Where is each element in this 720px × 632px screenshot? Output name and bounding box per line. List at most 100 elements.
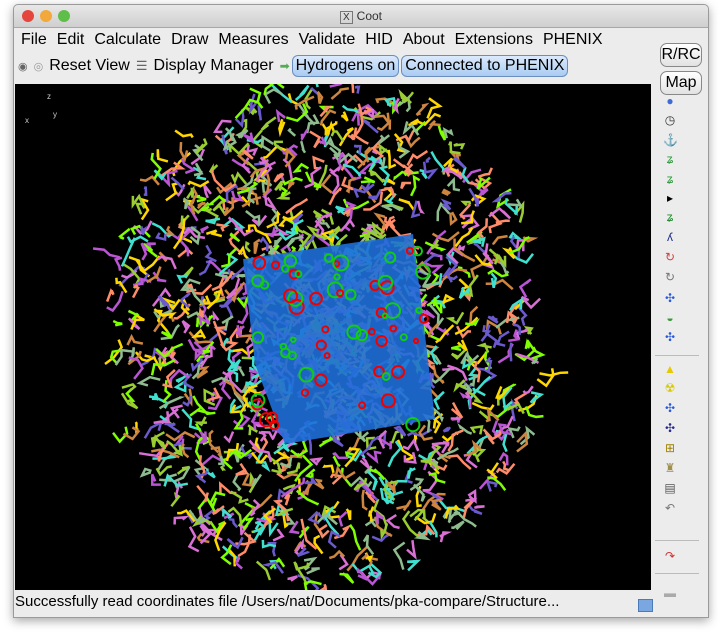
map-button[interactable]: Map xyxy=(660,71,702,95)
bond xyxy=(335,205,349,216)
menu-calculate[interactable]: Calculate xyxy=(94,31,162,48)
torsion-icon[interactable]: ✣ xyxy=(664,330,676,344)
undo-icon[interactable]: ▤ xyxy=(664,481,676,495)
menu-edit[interactable]: Edit xyxy=(56,31,85,48)
bond xyxy=(213,325,227,336)
bond xyxy=(514,328,529,340)
menu-validate[interactable]: Validate xyxy=(298,31,356,48)
menu-phenix[interactable]: PHENIX xyxy=(542,31,603,48)
density-contour xyxy=(251,331,265,344)
real-space-refine-zone-icon[interactable]: ʑ xyxy=(666,152,674,166)
bond xyxy=(446,176,461,192)
density-contour xyxy=(418,313,429,324)
add-alt-conf-icon[interactable]: ✣ xyxy=(664,401,676,415)
menu-file[interactable]: File xyxy=(21,31,47,48)
bond xyxy=(260,174,273,193)
bond xyxy=(122,426,141,441)
bond xyxy=(495,386,510,400)
bond xyxy=(255,560,272,581)
bond xyxy=(251,214,268,227)
bond xyxy=(330,87,350,100)
mutate-icon[interactable]: ʎ xyxy=(667,230,673,244)
bond xyxy=(188,509,206,524)
bond xyxy=(245,144,259,156)
bond xyxy=(522,385,534,395)
bond xyxy=(237,303,249,325)
rigid-body-fit-icon[interactable]: ⚓ xyxy=(663,133,678,147)
toolbar-handle-icon[interactable]: ◉ xyxy=(18,60,28,73)
add-terminal-icon[interactable]: ▲ xyxy=(664,362,676,376)
bond xyxy=(222,369,243,394)
bond xyxy=(160,161,186,178)
bond xyxy=(363,191,384,211)
bond xyxy=(401,510,420,538)
bond xyxy=(342,163,362,177)
bond xyxy=(453,238,476,263)
menu-measures[interactable]: Measures xyxy=(218,31,289,48)
bond xyxy=(305,114,321,134)
bond xyxy=(235,531,257,546)
redo-icon[interactable]: ↶ xyxy=(664,501,676,515)
play-icon[interactable]: ▬ xyxy=(664,586,676,600)
density-contour xyxy=(381,312,389,320)
toolbar-handle-icon-2[interactable]: ◎ xyxy=(33,60,44,73)
rotamer-icon[interactable]: ʑ xyxy=(666,210,674,224)
edit-chi-icon[interactable]: ↻ xyxy=(664,270,676,284)
menu-extensions[interactable]: Extensions xyxy=(454,31,533,48)
density-contour xyxy=(415,264,431,280)
bond xyxy=(227,216,243,232)
baton-icon[interactable]: ⊞ xyxy=(664,441,676,455)
bond xyxy=(365,436,377,451)
display-manager-button[interactable]: Display Manager xyxy=(153,57,274,74)
reset-view-button[interactable]: Reset View xyxy=(49,57,130,74)
density-contour xyxy=(344,288,357,301)
refine-sphere-icon[interactable]: ● xyxy=(666,94,674,108)
add-atom-icon[interactable]: ☢ xyxy=(664,381,676,395)
bond xyxy=(212,310,220,321)
bond xyxy=(531,357,539,365)
delete-icon[interactable]: ♜ xyxy=(664,461,676,475)
regularize-icon[interactable]: ◷ xyxy=(664,113,676,127)
auto-fit-rotamer-icon[interactable]: ʑ xyxy=(666,172,674,186)
bond xyxy=(205,468,216,479)
flip-peptide-icon[interactable]: ✣ xyxy=(664,291,676,305)
bond xyxy=(234,98,258,120)
bond xyxy=(135,255,161,273)
menu-hid[interactable]: HID xyxy=(365,31,393,48)
bond xyxy=(242,384,258,408)
bond xyxy=(341,176,355,191)
side-chain-180-icon[interactable]: ◒ xyxy=(666,311,674,325)
expand-arrow-icon[interactable]: ▸ xyxy=(666,191,674,205)
bond xyxy=(452,156,467,169)
bond xyxy=(187,338,207,358)
menu-about[interactable]: About xyxy=(402,31,445,48)
bond xyxy=(261,134,275,152)
status-icon[interactable] xyxy=(638,599,653,612)
density-contour xyxy=(283,288,299,304)
bond xyxy=(488,206,512,220)
density-contour xyxy=(323,352,331,360)
density-contour xyxy=(251,274,265,288)
molecule-viewport[interactable]: z x y xyxy=(15,84,651,590)
bond xyxy=(449,211,458,226)
bond xyxy=(176,274,188,284)
hydrogens-toggle[interactable]: Hydrogens on xyxy=(291,55,400,77)
menu-draw[interactable]: Draw xyxy=(171,31,209,48)
molecule-graphics[interactable] xyxy=(15,84,651,590)
bond xyxy=(453,508,477,528)
close-button[interactable] xyxy=(22,10,34,22)
zoom-button[interactable] xyxy=(58,10,70,22)
phenix-connection-button[interactable]: Connected to PHENIX xyxy=(401,55,569,77)
rrc-button[interactable]: R/RC xyxy=(660,43,702,67)
bond xyxy=(482,243,494,265)
bond xyxy=(407,559,422,572)
minimize-button[interactable] xyxy=(40,10,52,22)
bond xyxy=(227,348,236,367)
auto-mutate-icon[interactable]: ↻ xyxy=(664,250,676,264)
bond xyxy=(249,499,261,517)
bond xyxy=(392,541,406,570)
bond xyxy=(236,181,259,195)
bond xyxy=(464,274,479,298)
place-atom-icon[interactable]: ✣ xyxy=(664,421,676,435)
colour-bar-icon[interactable]: ↷ xyxy=(664,549,676,563)
